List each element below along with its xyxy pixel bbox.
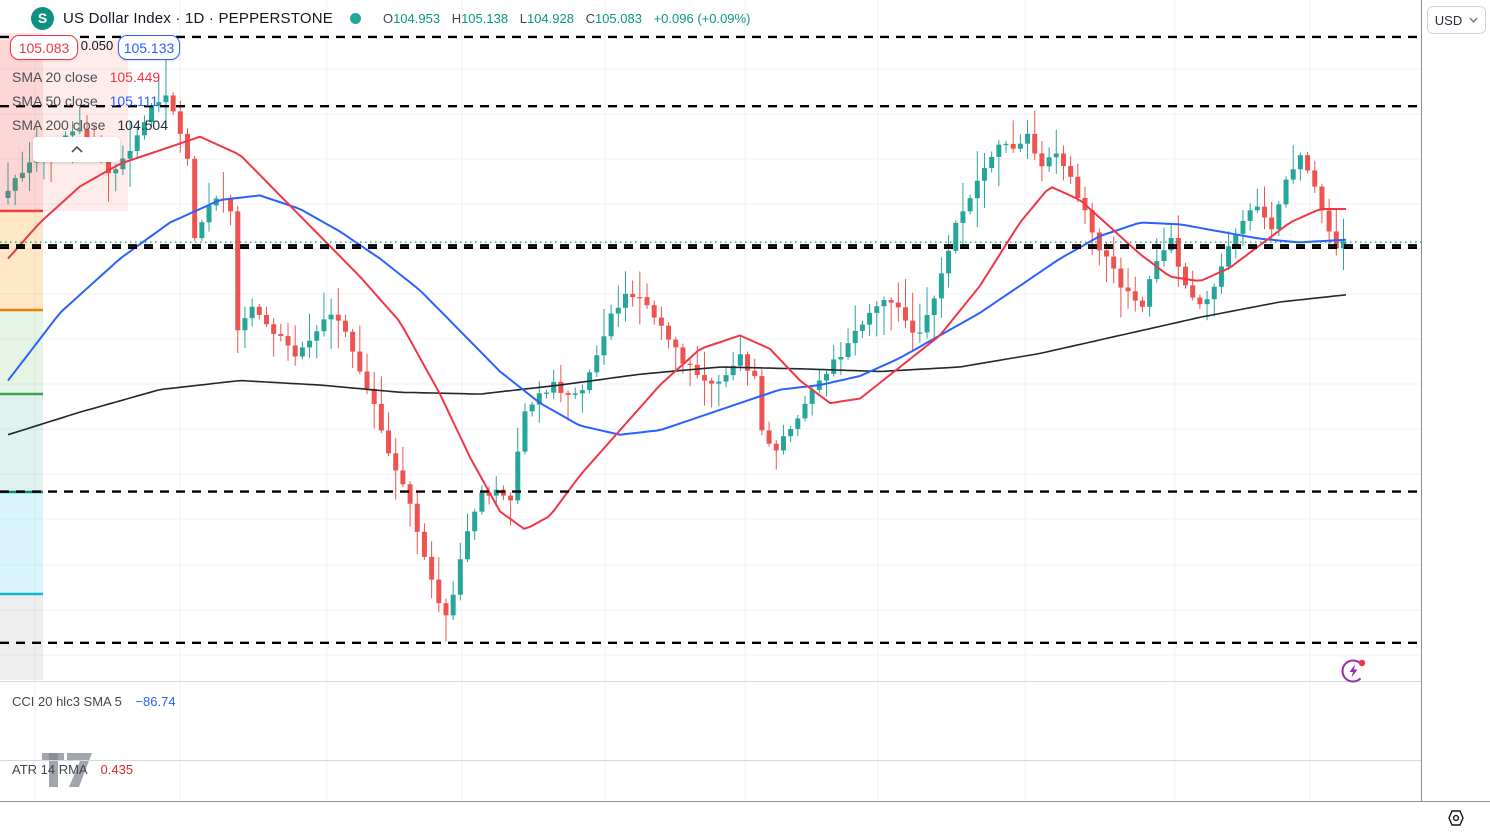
- symbol-title[interactable]: US Dollar Index · 1D · PEPPERSTONE: [63, 9, 333, 27]
- tradingview-watermark: [42, 751, 96, 796]
- price-tag-blue[interactable]: 105.133: [118, 35, 180, 60]
- price-tag-red[interactable]: 105.083: [10, 35, 78, 60]
- ohlc-high-label: H: [451, 10, 462, 26]
- legend-sma20-name: SMA 20 close: [12, 69, 98, 85]
- legend-sma20-value: 105.449: [109, 69, 161, 85]
- cci-title: CCI 20 hlc3 SMA 5: [12, 694, 122, 709]
- price-tag-red-value: 105.083: [18, 39, 70, 56]
- market-status-dot[interactable]: [349, 12, 361, 24]
- legend-row-sma20[interactable]: SMA 20 close 105.449: [12, 65, 168, 89]
- pane-separator[interactable]: [0, 760, 1421, 761]
- ohlc-close-label: C: [585, 10, 595, 26]
- indicator-legend: SMA 20 close 105.449 SMA 50 close 105.11…: [12, 65, 168, 137]
- legend-sma50-name: SMA 50 close: [12, 93, 98, 109]
- price-range-value: 0.050: [80, 38, 114, 53]
- lightning-icon[interactable]: [1340, 657, 1368, 690]
- cci-value: −86.74: [135, 694, 176, 709]
- ohlc-open-label: O: [382, 10, 394, 26]
- ohlc-readout: O104.953 H105.138 L104.928 C105.083 +0.0…: [383, 11, 751, 26]
- atr-pane-label[interactable]: ATR 14 RMA 0.435: [12, 762, 133, 777]
- ohlc-close-value: 105.083: [594, 10, 642, 26]
- legend-sma50-value: 105.111: [109, 93, 159, 109]
- legend-sma200-value: 104.504: [117, 117, 168, 133]
- symbol-logo[interactable]: S: [31, 6, 54, 30]
- symbol-logo-letter: S: [37, 10, 48, 26]
- pane-separator[interactable]: [0, 681, 1421, 682]
- ohlc-change: +0.096 (+0.09%): [653, 10, 751, 26]
- collapse-panel-button[interactable]: [33, 137, 120, 162]
- price-chart-canvas[interactable]: [0, 0, 1421, 801]
- chevron-down-icon: [1469, 17, 1478, 23]
- axis-settings-icon[interactable]: [1446, 808, 1466, 833]
- currency-selector[interactable]: USD: [1427, 6, 1486, 34]
- ohlc-low-label: L: [519, 10, 527, 26]
- ohlc-low-value: 104.928: [526, 10, 574, 26]
- chart-header: S US Dollar Index · 1D · PEPPERSTONE O10…: [0, 0, 750, 36]
- ohlc-high-value: 105.138: [461, 10, 509, 26]
- legend-row-sma50[interactable]: SMA 50 close 105.111: [12, 89, 168, 113]
- price-axis[interactable]: [1421, 0, 1490, 801]
- cci-pane-label[interactable]: CCI 20 hlc3 SMA 5 −86.74: [12, 694, 176, 709]
- ohlc-open-value: 104.953: [393, 10, 441, 26]
- legend-row-sma200[interactable]: SMA 200 close 104.504: [12, 113, 168, 137]
- legend-sma200-name: SMA 200 close: [12, 117, 106, 133]
- atr-value: 0.435: [100, 762, 134, 777]
- currency-label: USD: [1434, 12, 1463, 28]
- time-axis[interactable]: [0, 801, 1490, 834]
- price-tag-blue-value: 105.133: [123, 39, 175, 56]
- atr-title: ATR 14 RMA: [12, 762, 87, 777]
- chevron-up-icon: [70, 146, 83, 153]
